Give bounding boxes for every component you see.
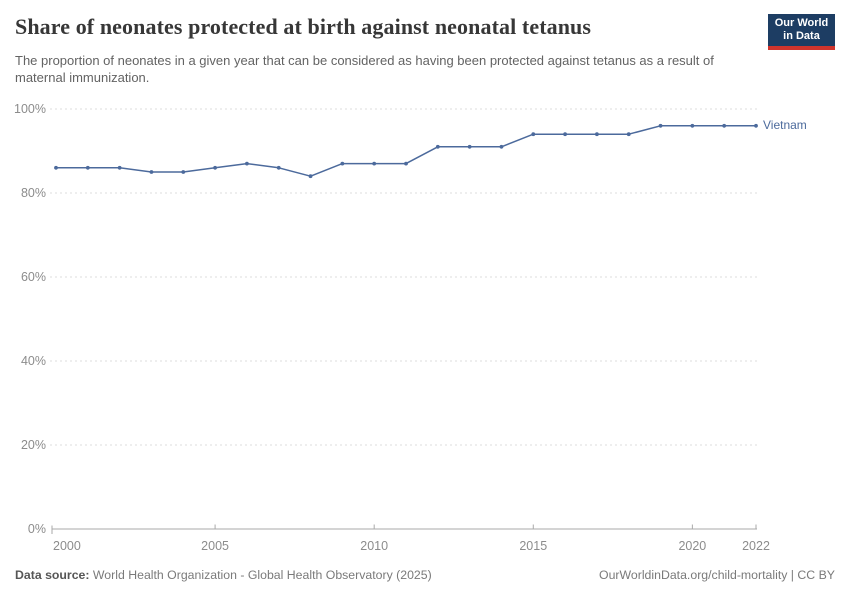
y-axis-tick-label: 80%	[21, 186, 46, 200]
owid-logo-line1: Our World	[774, 16, 829, 29]
series-end-label[interactable]: Vietnam	[763, 118, 807, 133]
y-axis-tick-label: 100%	[14, 102, 46, 116]
x-axis-tick-label: 2005	[201, 539, 229, 553]
data-point[interactable]	[626, 132, 631, 137]
data-point[interactable]	[181, 170, 186, 174]
y-axis-tick-label: 20%	[21, 438, 46, 452]
data-source-label: Data source:	[15, 568, 90, 582]
x-axis-tick-label: 2015	[519, 539, 547, 553]
data-point[interactable]	[754, 123, 758, 128]
data-point[interactable]	[149, 170, 154, 174]
data-point[interactable]	[499, 144, 504, 149]
data-point[interactable]	[213, 165, 217, 170]
y-axis-tick-label: 0%	[28, 522, 46, 536]
data-point[interactable]	[658, 123, 663, 128]
data-point[interactable]	[117, 165, 122, 170]
data-point[interactable]	[595, 132, 599, 137]
x-axis-tick-label: 2022	[742, 539, 770, 553]
data-point[interactable]	[54, 165, 58, 170]
data-point[interactable]	[435, 144, 440, 149]
x-axis-tick-label: 2000	[53, 539, 81, 553]
page-title: Share of neonates protected at birth aga…	[15, 14, 592, 39]
chart-subtitle: The proportion of neonates in a given ye…	[15, 53, 714, 86]
data-point[interactable]	[467, 144, 472, 149]
data-point[interactable]	[722, 123, 727, 128]
data-point[interactable]	[245, 161, 249, 166]
data-point[interactable]	[404, 161, 408, 166]
owid-logo-line2: in Data	[783, 30, 820, 42]
data-point[interactable]	[308, 174, 313, 179]
data-point[interactable]	[531, 132, 536, 137]
y-axis-tick-label: 40%	[21, 354, 46, 368]
data-point[interactable]	[85, 165, 90, 170]
data-series-line[interactable]	[55, 125, 757, 177]
data-point[interactable]	[690, 123, 695, 128]
data-point[interactable]	[372, 161, 377, 166]
attribution-link[interactable]: OurWorldinData.org/child-mortality | CC …	[599, 568, 835, 582]
data-point[interactable]	[340, 161, 345, 166]
data-source: Data source: World Health Organization -…	[15, 568, 432, 582]
owid-logo[interactable]: Our World in Data	[768, 14, 835, 50]
x-axis-tick-label: 2010	[360, 539, 388, 553]
data-source-value: World Health Organization - Global Healt…	[89, 568, 432, 582]
y-axis-tick-label: 60%	[21, 270, 46, 284]
data-point[interactable]	[563, 132, 567, 137]
data-point[interactable]	[276, 165, 281, 170]
footer: Data source: World Health Organization -…	[15, 568, 835, 582]
x-axis-tick-label: 2020	[678, 539, 706, 553]
